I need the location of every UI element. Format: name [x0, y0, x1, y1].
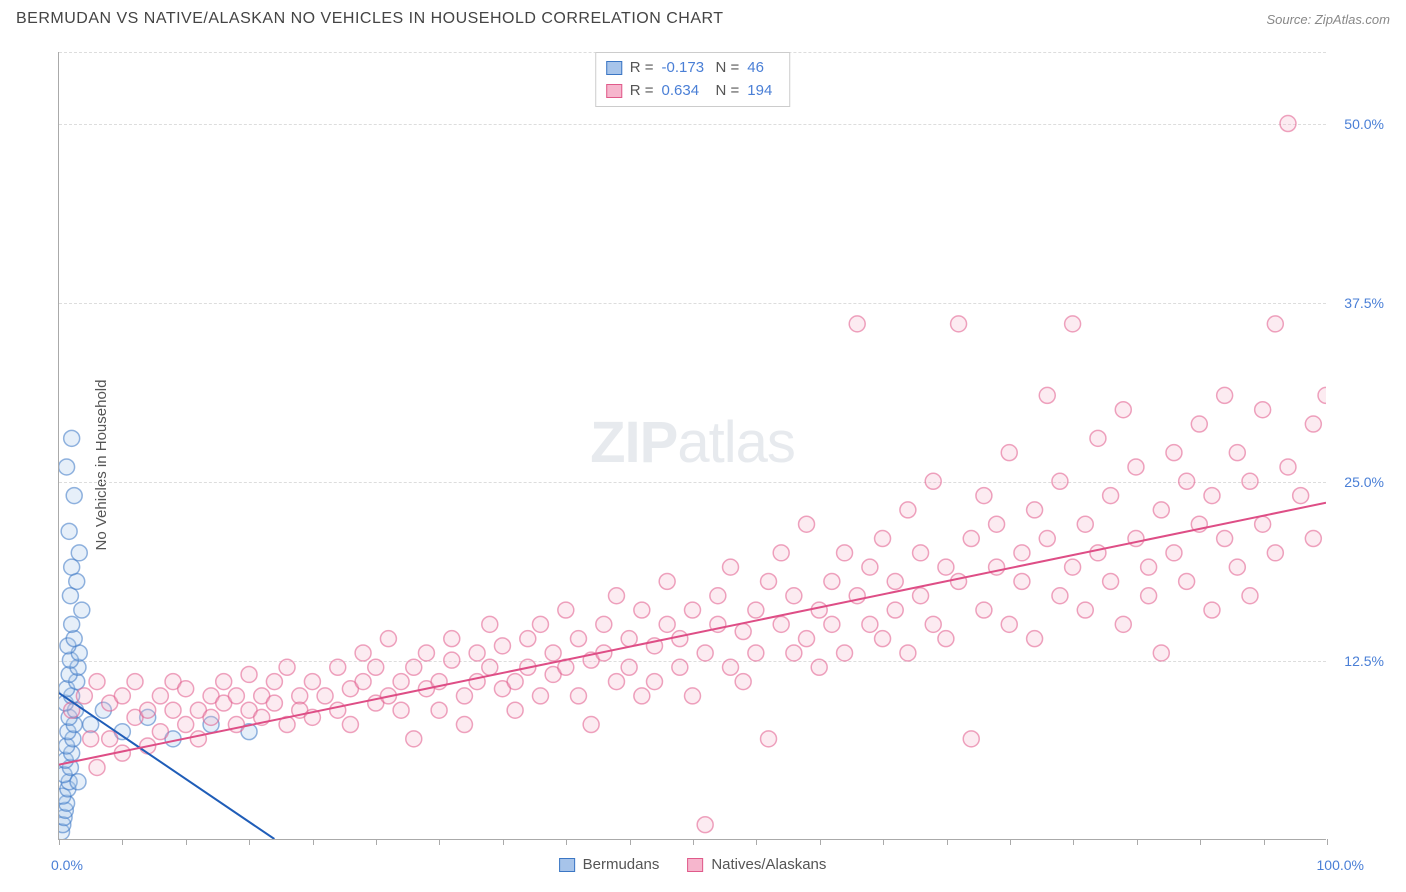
x-tick — [313, 839, 314, 845]
n-label: N = — [716, 57, 740, 80]
x-tick — [1200, 839, 1201, 845]
x-tick — [756, 839, 757, 845]
legend-item-bermudans[interactable]: Bermudans — [559, 856, 660, 873]
swatch-natives_alaskans — [606, 84, 622, 98]
source-credit: Source: ZipAtlas.com — [1266, 12, 1390, 27]
stats-legend-box: R = -0.173 N = 46 R = 0.634 N = 194 — [595, 52, 791, 107]
stats-row-bermudans: R = -0.173 N = 46 — [606, 57, 780, 80]
legend-label: Bermudans — [583, 856, 660, 873]
stats-row-natives_alaskans: R = 0.634 N = 194 — [606, 80, 780, 103]
x-tick — [1137, 839, 1138, 845]
legend-swatch-bermudans — [559, 858, 575, 872]
legend-swatch-natives_alaskans — [687, 858, 703, 872]
regression-line-natives_alaskans — [59, 503, 1326, 765]
source-prefix: Source: — [1266, 12, 1314, 27]
x-tick — [503, 839, 504, 845]
y-tick-label: 25.0% — [1344, 474, 1384, 490]
x-tick — [1010, 839, 1011, 845]
regression-lines-layer — [59, 52, 1326, 839]
chart-header: BERMUDAN VS NATIVE/ALASKAN NO VEHICLES I… — [0, 0, 1406, 36]
n-label: N = — [716, 80, 740, 103]
x-tick — [376, 839, 377, 845]
legend-label: Natives/Alaskans — [711, 856, 826, 873]
r-value: 0.634 — [662, 80, 708, 103]
x-tick — [630, 839, 631, 845]
x-tick — [186, 839, 187, 845]
r-label: R = — [630, 57, 654, 80]
r-value: -0.173 — [662, 57, 708, 80]
swatch-bermudans — [606, 61, 622, 75]
x-tick — [883, 839, 884, 845]
x-tick — [820, 839, 821, 845]
r-label: R = — [630, 80, 654, 103]
x-tick — [947, 839, 948, 845]
y-tick-label: 12.5% — [1344, 653, 1384, 669]
source-link[interactable]: ZipAtlas.com — [1315, 12, 1390, 27]
x-tick — [59, 839, 60, 845]
x-tick-label: 100.0% — [1317, 857, 1364, 873]
x-tick — [693, 839, 694, 845]
x-tick — [249, 839, 250, 845]
y-tick-label: 37.5% — [1344, 295, 1384, 311]
x-tick — [1073, 839, 1074, 845]
n-value: 194 — [747, 80, 779, 103]
legend-bottom: Bermudans Natives/Alaskans — [559, 856, 827, 873]
y-tick-label: 50.0% — [1344, 116, 1384, 132]
x-tick — [1264, 839, 1265, 845]
regression-line-bermudans — [59, 693, 274, 839]
x-tick-label: 0.0% — [51, 857, 83, 873]
x-tick — [566, 839, 567, 845]
legend-item-natives_alaskans[interactable]: Natives/Alaskans — [687, 856, 826, 873]
chart-container: No Vehicles in Household ZIPatlas R =-0.… — [16, 42, 1390, 888]
n-value: 46 — [747, 57, 779, 80]
plot-area: ZIPatlas R =-0.173N =46R =0.634N =194 Be… — [58, 52, 1326, 840]
x-tick — [439, 839, 440, 845]
x-tick — [1327, 839, 1328, 845]
chart-title: BERMUDAN VS NATIVE/ALASKAN NO VEHICLES I… — [16, 10, 724, 28]
x-tick — [122, 839, 123, 845]
